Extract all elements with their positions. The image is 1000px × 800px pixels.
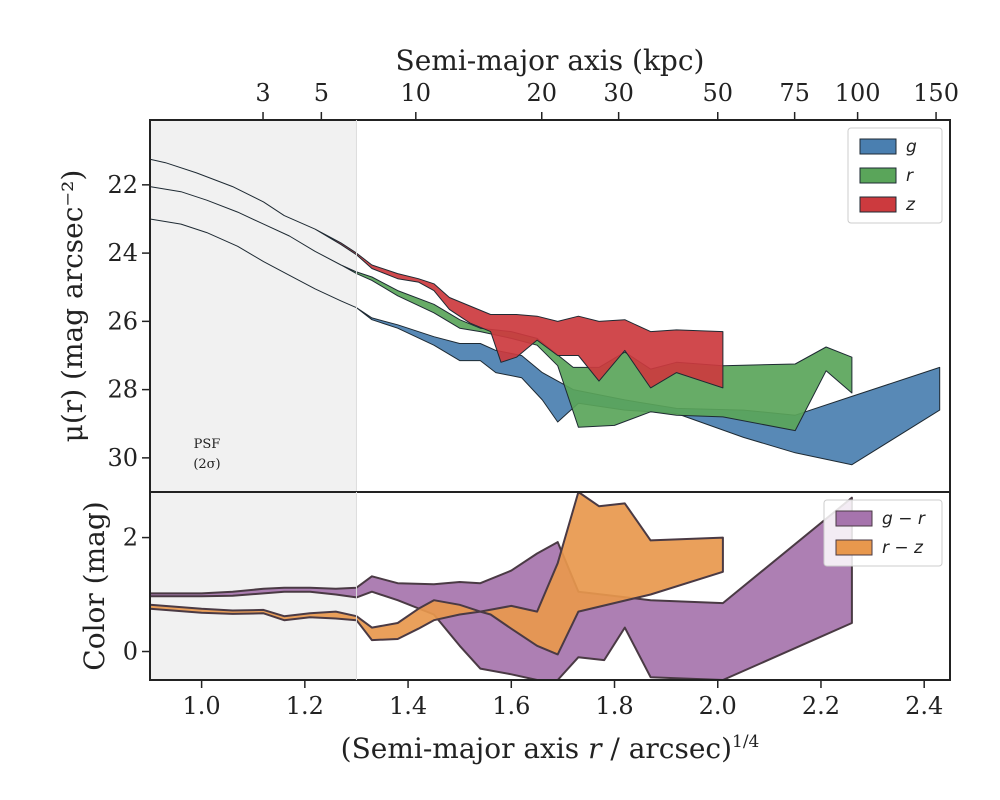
xtick-label: 1.8 — [595, 692, 633, 720]
color-legend-label: r − z — [882, 538, 924, 558]
bottom-x-axis-label: (Semi-major axis r / arcsec)1/4 — [341, 732, 760, 765]
color-ytick-label: 2 — [123, 524, 138, 552]
surface-ytick-label: 30 — [107, 444, 138, 472]
kpc-tick-label: 150 — [913, 79, 959, 107]
surface-legend-label: z — [905, 195, 916, 215]
surface-area-2 — [149, 158, 724, 389]
top-y-axis-label: μ(r) (mag arcsec⁻²) — [56, 170, 89, 443]
psf-label-line1: PSF — [194, 437, 221, 452]
kpc-tick-label: 3 — [255, 79, 270, 107]
surface-legend-swatch — [859, 196, 897, 213]
color-legend-swatch — [835, 510, 873, 527]
kpc-tick-label: 30 — [603, 79, 634, 107]
psf-label: PSF (2σ) — [193, 437, 220, 472]
surface-legend-swatch — [859, 138, 897, 155]
kpc-tick-label: 20 — [526, 79, 557, 107]
psf-label-line2: (2σ) — [193, 457, 220, 472]
xtick-label: 2.4 — [905, 692, 943, 720]
top-x-ticks-kpc: 3 5 10 20 30 50 75 100 150 — [255, 79, 959, 120]
surface-ytick-label: 28 — [107, 376, 138, 404]
color-legend-swatch — [835, 539, 873, 556]
surface-ytick-label: 24 — [107, 239, 138, 267]
bottom-psf-shade — [150, 492, 357, 680]
xtick-label: 1.0 — [183, 692, 221, 720]
bottom-legend: g − r r − z — [823, 499, 943, 567]
color-legend-label: g − r — [882, 509, 926, 529]
top-y-ticks: 22 24 26 28 30 — [107, 171, 150, 472]
surface-legend-label: r — [906, 166, 914, 186]
xtick-label: 1.6 — [492, 692, 530, 720]
bottom-panel: 02 1.0 1.2 1.4 1.6 1.8 2.0 2.2 2.4 Color (mag) … — [78, 491, 951, 765]
top-legend: grz — [847, 127, 943, 224]
kpc-tick-label: 5 — [314, 79, 329, 107]
surface-legend-label: g — [906, 137, 917, 157]
xtick-label: 2.0 — [699, 692, 737, 720]
top-psf-shade — [150, 120, 357, 492]
surface-legend-swatch — [859, 167, 897, 184]
kpc-tick-label: 10 — [401, 79, 432, 107]
bottom-y-ticks: 02 — [123, 524, 150, 666]
top-x-axis-label: Semi-major axis (kpc) — [396, 44, 705, 77]
xtick-label: 1.2 — [286, 692, 324, 720]
kpc-tick-label: 100 — [835, 79, 881, 107]
kpc-tick-label: 75 — [779, 79, 810, 107]
xtick-label: 1.4 — [389, 692, 427, 720]
bottom-panel-frame — [149, 491, 951, 681]
xtick-label: 2.2 — [802, 692, 840, 720]
kpc-tick-label: 50 — [702, 79, 733, 107]
bottom-y-axis-label: Color (mag) — [78, 501, 111, 670]
color-area-1 — [149, 491, 724, 656]
color-ytick-label: 0 — [123, 638, 138, 666]
top-panel: 22 24 26 28 30 3 5 10 20 30 50 75 100 150 Semi-major… — [56, 44, 959, 493]
surface-ytick-label: 26 — [107, 307, 138, 335]
surface-ytick-label: 22 — [107, 171, 138, 199]
bottom-x-ticks: 1.0 1.2 1.4 1.6 1.8 2.0 2.2 2.4 — [183, 680, 943, 720]
